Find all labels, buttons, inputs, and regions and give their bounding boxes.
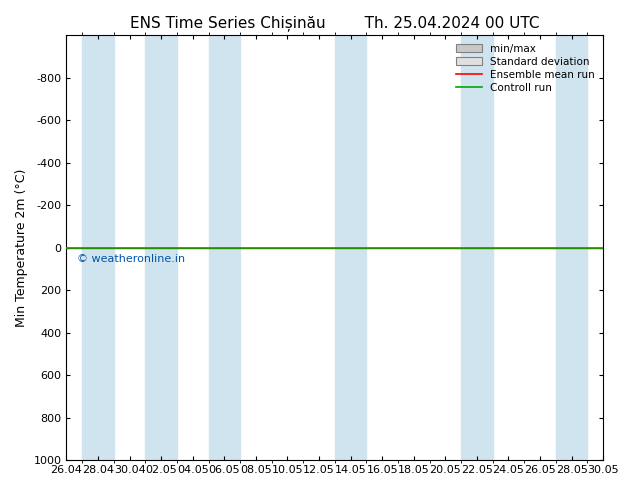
Bar [209,35,240,460]
Bar [82,35,113,460]
Bar [145,35,177,460]
Bar [461,35,493,460]
Bar [556,35,587,460]
Legend: min/max, Standard deviation, Ensemble mean run, Controll run: min/max, Standard deviation, Ensemble me… [453,41,598,96]
Bar [335,35,366,460]
Y-axis label: Min Temperature 2m (°C): Min Temperature 2m (°C) [15,169,28,327]
Text: © weatheronline.in: © weatheronline.in [77,254,185,264]
Title: ENS Time Series Chișinău        Th. 25.04.2024 00 UTC: ENS Time Series Chișinău Th. 25.04.2024 … [130,15,540,31]
